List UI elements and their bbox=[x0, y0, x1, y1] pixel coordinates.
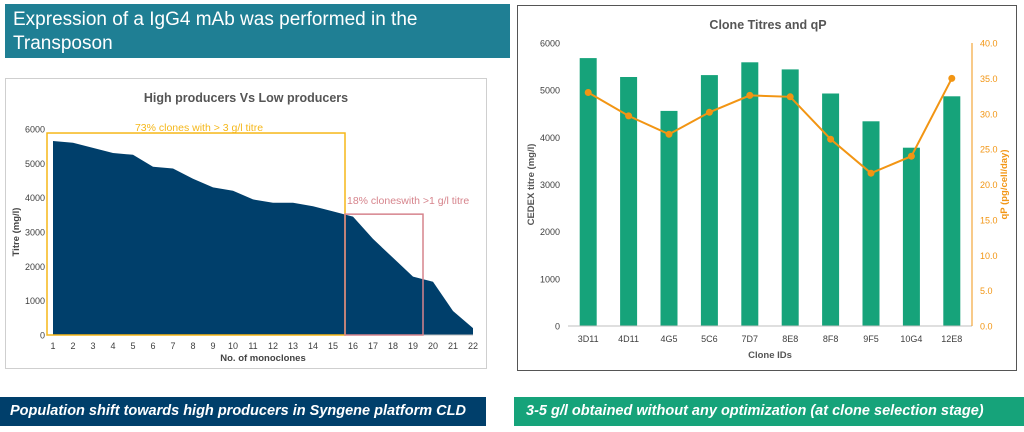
area-y-tick-label: 6000 bbox=[25, 125, 45, 135]
titre-bar bbox=[781, 69, 799, 327]
area-x-tick-label: 17 bbox=[368, 341, 378, 351]
qp-point bbox=[625, 112, 633, 120]
qp-tick-label: 20.0 bbox=[980, 180, 998, 190]
qp-tick-label: 35.0 bbox=[980, 74, 998, 84]
bar-chart-title: Clone Titres and qP bbox=[709, 18, 826, 32]
area-x-tick-label: 11 bbox=[248, 341, 257, 351]
clone-id-label: 12E8 bbox=[941, 334, 962, 344]
area-chart-panel: High producers Vs Low producers 0 1000 200… bbox=[5, 78, 487, 369]
clone-id-label: 5C6 bbox=[701, 334, 718, 344]
titre-bar bbox=[660, 110, 678, 327]
titre-bar bbox=[741, 62, 759, 327]
titre-bar bbox=[620, 77, 638, 326]
bar-y-tick-label: 6000 bbox=[540, 39, 560, 49]
clone-id-label: 9F5 bbox=[863, 334, 879, 344]
area-x-tick-label: 20 bbox=[428, 341, 438, 351]
qp-point bbox=[827, 135, 835, 143]
area-x-tick-label: 18 bbox=[388, 341, 398, 351]
qp-point bbox=[786, 93, 794, 101]
area-y-tick-label: 1000 bbox=[25, 296, 45, 306]
clone-id-label: 8E8 bbox=[782, 334, 798, 344]
clone-id-label: 7D7 bbox=[742, 334, 759, 344]
left-conclusion-banner: Population shift towards high producers … bbox=[0, 397, 486, 426]
qp-tick-label: 40.0 bbox=[980, 39, 998, 49]
area-x-tick-label: 16 bbox=[348, 341, 358, 351]
titre-bar bbox=[700, 75, 718, 326]
high-producer-annotation: 73% clones with > 3 g/l titre bbox=[135, 122, 263, 134]
low-producer-annotation: 18% cloneswith >1 g/l titre bbox=[347, 195, 469, 207]
titre-bar bbox=[579, 58, 597, 326]
qp-tick-label: 30.0 bbox=[980, 109, 998, 119]
area-x-tick-label: 19 bbox=[408, 341, 418, 351]
qp-tick-label: 15.0 bbox=[980, 215, 998, 225]
bar-y-tick-label: 3000 bbox=[540, 180, 560, 190]
area-x-tick-label: 4 bbox=[110, 341, 115, 351]
clone-id-label: 4G5 bbox=[660, 334, 677, 344]
qp-point bbox=[584, 89, 592, 96]
area-x-tick-label: 8 bbox=[190, 341, 195, 351]
low-producer-box bbox=[344, 213, 424, 336]
area-x-tick-label: 9 bbox=[210, 341, 215, 351]
area-x-tick-label: 13 bbox=[288, 341, 298, 351]
clone-id-label: 10G4 bbox=[900, 334, 922, 344]
area-y-tick-label: 3000 bbox=[25, 228, 45, 238]
bar-chart-panel: Clone Titres and qP 0 1000 2000 3000 4000 500… bbox=[517, 5, 1017, 371]
area-x-axis-label: No. of monoclones bbox=[220, 353, 306, 364]
area-y-tick-label: 5000 bbox=[25, 159, 45, 169]
area-x-tick-label: 5 bbox=[130, 341, 135, 351]
qp-tick-label: 10.0 bbox=[980, 251, 998, 261]
titre-bar bbox=[822, 93, 840, 326]
bar-x-axis-label: Clone IDs bbox=[748, 350, 792, 361]
clone-id-label: 3D11 bbox=[578, 334, 599, 344]
bar-y-tick-label: 2000 bbox=[540, 227, 560, 237]
qp-tick-label: 25.0 bbox=[980, 145, 998, 155]
clone-id-label: 4D11 bbox=[618, 334, 639, 344]
title-line-1: Expression of a IgG4 mAb was performed i… bbox=[13, 9, 418, 54]
area-x-tick-label: 22 bbox=[468, 341, 478, 351]
title-banner: Expression of a IgG4 mAb was performed i… bbox=[5, 4, 510, 78]
area-x-tick-label: 14 bbox=[308, 341, 318, 351]
bar-y-tick-label: 1000 bbox=[540, 274, 560, 284]
area-y-tick-label: 4000 bbox=[25, 193, 45, 203]
qp-point bbox=[948, 74, 956, 82]
bar-y-tick-label: 5000 bbox=[540, 86, 560, 96]
qp-point bbox=[867, 169, 875, 177]
titre-bar bbox=[902, 147, 920, 326]
right-conclusion-banner: 3-5 g/l obtained without any optimizatio… bbox=[514, 397, 1024, 426]
area-x-tick-label: 3 bbox=[90, 341, 95, 351]
area-chart-title: High producers Vs Low producers bbox=[144, 91, 348, 105]
qp-point bbox=[705, 108, 713, 116]
bar-y-tick-label: 4000 bbox=[540, 133, 560, 143]
area-x-tick-label: 6 bbox=[150, 341, 155, 351]
qp-tick-label: 0.0 bbox=[980, 322, 993, 332]
area-x-tick-label: 7 bbox=[170, 341, 175, 351]
area-x-tick-label: 12 bbox=[268, 341, 278, 351]
titre-bar bbox=[862, 121, 880, 326]
area-x-tick-label: 2 bbox=[70, 341, 75, 351]
qp-point bbox=[665, 130, 673, 138]
qp-axis-label: qP (pg/cell/day) bbox=[999, 149, 1010, 219]
title-line-2: based CHO platform bbox=[13, 57, 187, 78]
area-y-tick-label: 0 bbox=[40, 331, 45, 341]
area-x-tick-label: 21 bbox=[448, 341, 458, 351]
bar-y-tick-label: 0 bbox=[555, 322, 560, 332]
area-x-tick-label: 15 bbox=[328, 341, 338, 351]
titre-bar bbox=[943, 96, 961, 326]
area-x-tick-label: 1 bbox=[50, 341, 55, 351]
area-y-axis-label: Titre (mg/l) bbox=[11, 208, 22, 257]
qp-line bbox=[587, 77, 953, 175]
area-y-tick-label: 2000 bbox=[25, 262, 45, 272]
area-x-tick-label: 10 bbox=[228, 341, 238, 351]
area-chart: High producers Vs Low producers 0 1000 200… bbox=[11, 91, 478, 364]
bar-y-axis-label: CEDEX titre (mg/l) bbox=[526, 144, 537, 226]
qp-point bbox=[907, 152, 915, 160]
clone-id-label: 8F8 bbox=[823, 334, 839, 344]
titre-area bbox=[53, 141, 473, 335]
bar-chart: Clone Titres and qP 0 1000 2000 3000 4000 500… bbox=[526, 18, 1010, 361]
qp-tick-label: 5.0 bbox=[980, 286, 993, 296]
qp-point bbox=[746, 91, 754, 99]
